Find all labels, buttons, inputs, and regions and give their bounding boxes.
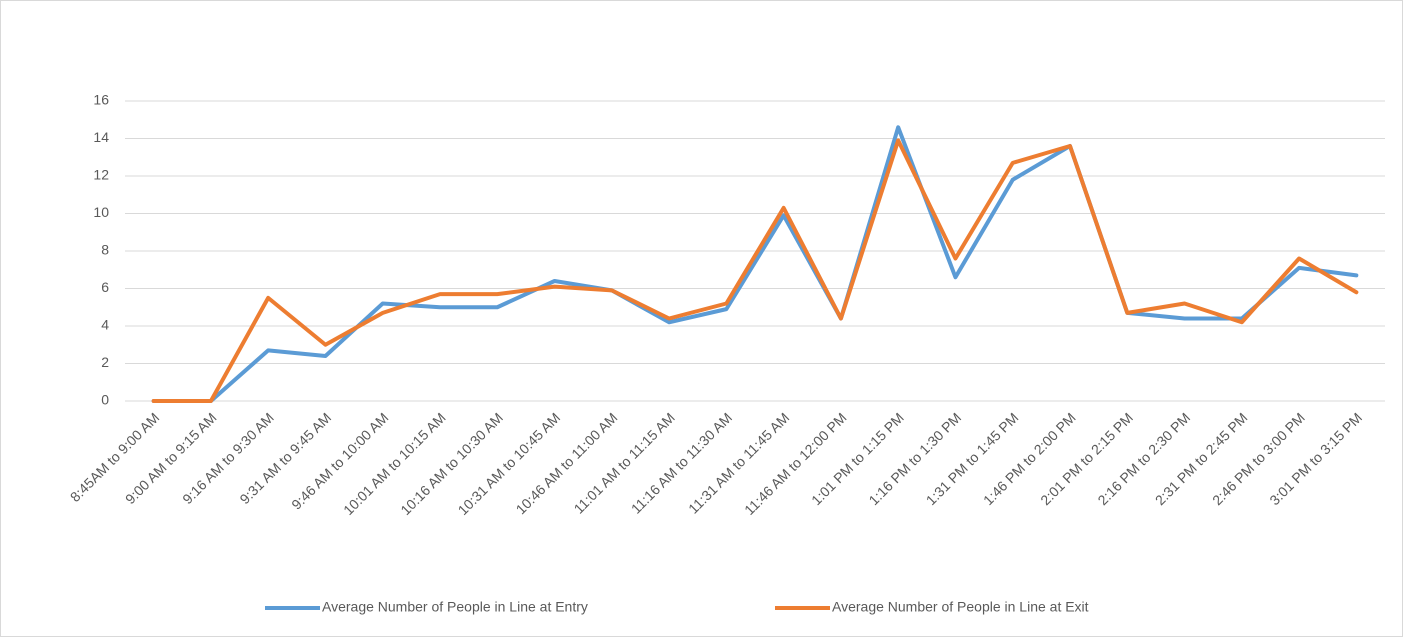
- y-tick-label: 16: [93, 92, 109, 108]
- y-tick-label: 14: [93, 129, 109, 145]
- y-tick-label: 2: [101, 354, 109, 370]
- y-tick-label: 12: [93, 167, 109, 183]
- legend-label: Average Number of People in Line at Exit: [832, 599, 1089, 615]
- y-tick-label: 6: [101, 279, 109, 295]
- series-line: [151, 138, 1359, 403]
- y-tick-label: 0: [101, 392, 109, 408]
- y-tick-label: 8: [101, 242, 109, 258]
- y-tick-label: 10: [93, 204, 109, 220]
- legend-label: Average Number of People in Line at Entr…: [322, 599, 588, 615]
- y-tick-label: 4: [101, 317, 109, 333]
